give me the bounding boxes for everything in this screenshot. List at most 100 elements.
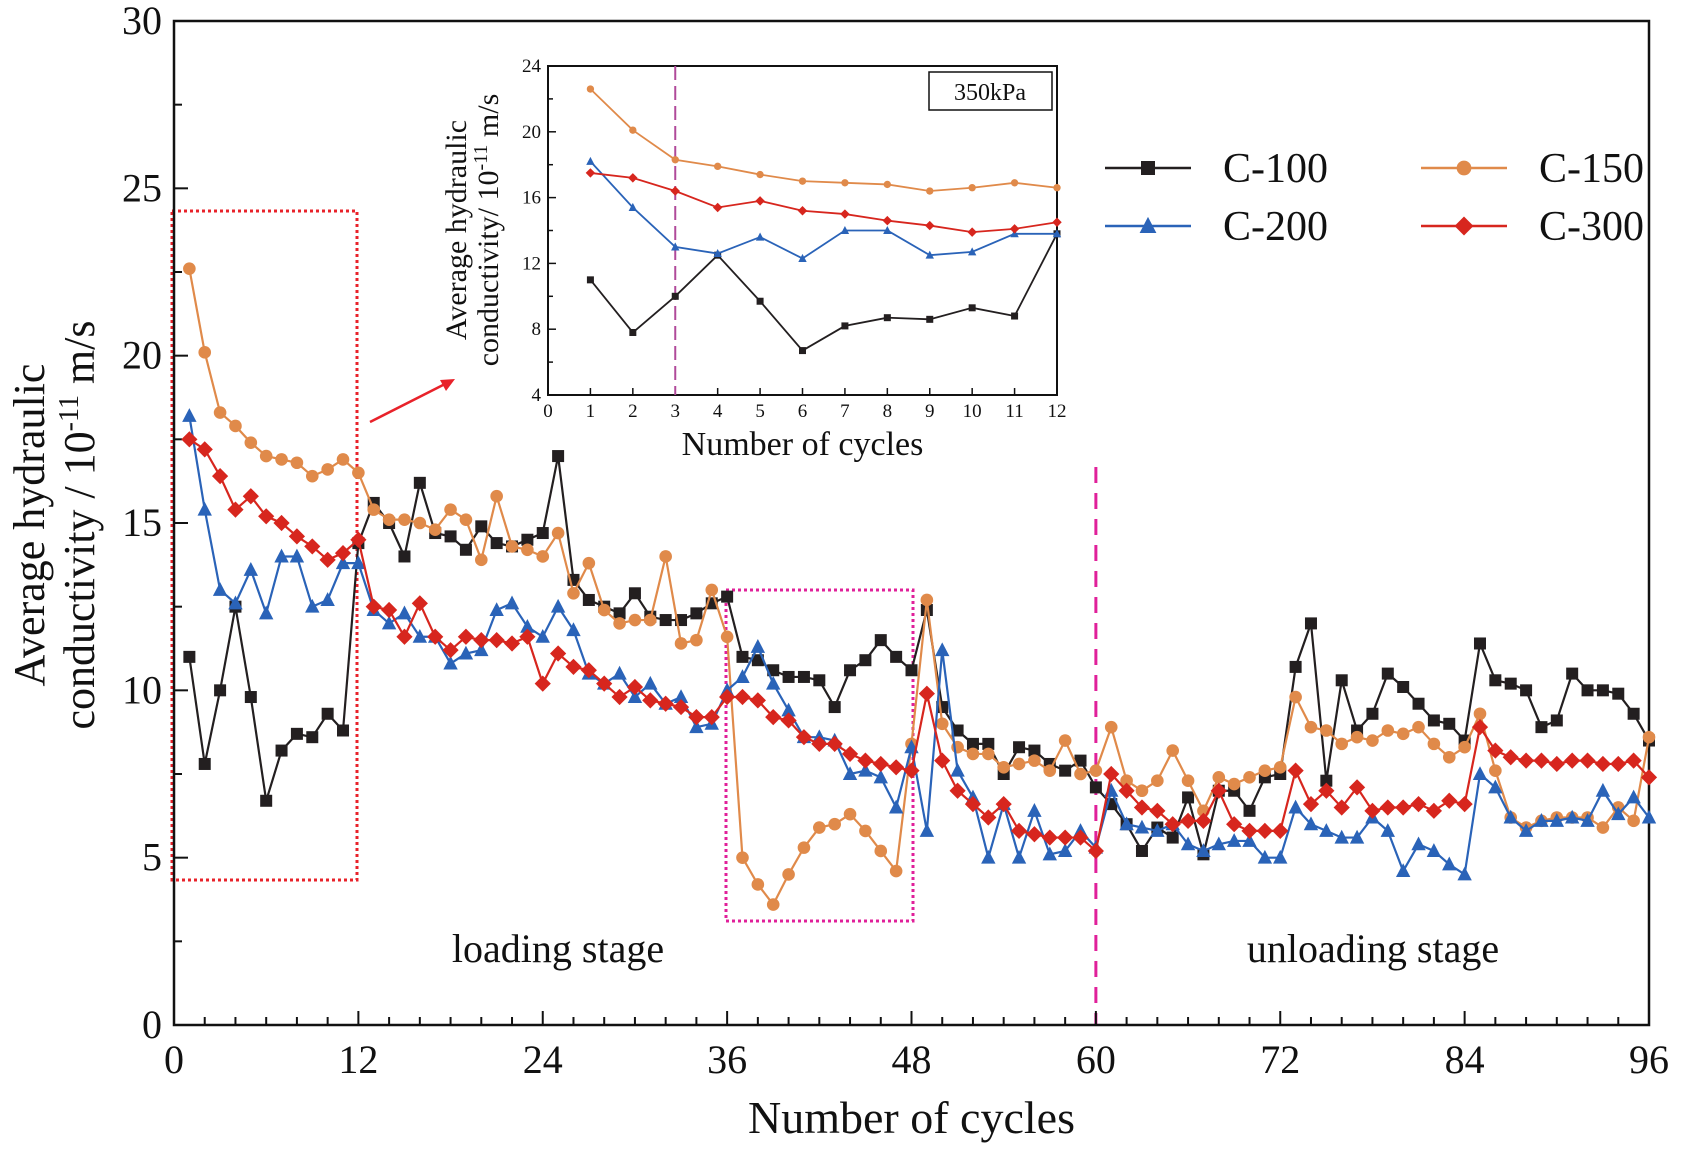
data-point-c-100 xyxy=(1443,717,1456,730)
data-point-c-100 xyxy=(1489,674,1502,687)
data-point-c-150 xyxy=(1166,744,1179,757)
unloading-stage-label: unloading stage xyxy=(1247,926,1499,971)
data-point-c-300 xyxy=(1241,822,1258,839)
inset-data-point-c-150 xyxy=(798,177,807,185)
data-point-c-100 xyxy=(1320,774,1333,787)
data-point-c-100 xyxy=(536,527,549,540)
inset-data-point-c-150 xyxy=(756,170,764,179)
data-point-c-100 xyxy=(1089,781,1102,794)
loading-stage-label: loading stage xyxy=(452,926,664,971)
data-point-c-100 xyxy=(275,744,288,757)
data-point-c-200 xyxy=(228,595,243,610)
data-point-c-300 xyxy=(1103,765,1120,783)
data-point-c-300 xyxy=(1026,826,1043,843)
data-point-c-300 xyxy=(1579,752,1596,769)
data-point-c-200 xyxy=(305,598,320,613)
data-point-c-150 xyxy=(444,503,457,516)
data-point-c-300 xyxy=(672,698,690,716)
inset-pressure-label: 350kPa xyxy=(954,80,1026,106)
data-point-c-100 xyxy=(628,587,641,600)
data-point-c-200 xyxy=(1150,823,1165,837)
data-point-c-200 xyxy=(1488,779,1503,794)
data-point-c-100 xyxy=(951,724,964,737)
data-point-c-100 xyxy=(444,530,457,543)
inset-y-axis-label-text: conductivity/ 10 xyxy=(472,170,505,366)
data-point-c-200 xyxy=(919,823,935,837)
data-point-c-150 xyxy=(474,553,488,567)
inset-data-point-c-200 xyxy=(755,232,765,241)
data-point-c-150 xyxy=(1627,814,1640,828)
data-point-c-300 xyxy=(626,678,644,696)
data-point-c-200 xyxy=(1564,809,1580,824)
inset-data-point-c-200 xyxy=(798,253,807,262)
data-point-c-200 xyxy=(274,548,289,563)
data-point-c-150 xyxy=(674,637,688,650)
data-point-c-200 xyxy=(735,669,750,683)
data-point-c-100 xyxy=(260,794,273,807)
data-point-c-150 xyxy=(290,456,304,470)
data-point-c-100 xyxy=(828,701,841,714)
inset-y-tick-label: 16 xyxy=(522,188,541,209)
data-point-c-150 xyxy=(935,717,949,731)
data-point-c-200 xyxy=(1611,806,1626,821)
inset-data-point-c-200 xyxy=(840,225,850,234)
inset-data-point-c-100 xyxy=(586,276,594,284)
data-point-c-300 xyxy=(1133,799,1151,816)
data-point-c-200 xyxy=(1242,833,1257,847)
data-point-c-300 xyxy=(811,735,828,752)
data-point-c-200 xyxy=(520,618,535,633)
data-point-c-150 xyxy=(1473,707,1487,721)
data-point-c-150 xyxy=(183,262,196,275)
data-point-c-200 xyxy=(689,719,704,734)
data-point-c-300 xyxy=(980,809,997,826)
data-point-c-100 xyxy=(1243,804,1256,817)
data-point-c-200 xyxy=(1334,829,1349,844)
data-point-c-100 xyxy=(337,724,350,737)
data-point-c-100 xyxy=(905,664,918,677)
data-point-c-200 xyxy=(1319,823,1334,837)
inset-y-tick-label: 20 xyxy=(522,122,541,143)
data-point-c-150 xyxy=(1289,690,1302,704)
data-point-c-100 xyxy=(1412,697,1425,710)
inset-data-point-c-100 xyxy=(883,314,891,322)
data-point-c-200 xyxy=(1119,816,1134,831)
legend-label: C-150 xyxy=(1539,146,1644,192)
data-point-c-150 xyxy=(1304,720,1318,734)
data-point-c-100 xyxy=(521,533,534,546)
data-point-c-200 xyxy=(1580,813,1595,827)
inset-data-point-c-150 xyxy=(883,180,892,189)
data-point-c-100 xyxy=(1596,684,1609,697)
y-tick-label: 10 xyxy=(122,667,162,712)
inset-data-point-c-100 xyxy=(756,297,764,305)
inset-x-tick-label: 2 xyxy=(628,401,638,422)
data-point-c-100 xyxy=(1289,660,1302,673)
inset-y-tick-label: 12 xyxy=(522,253,541,274)
legend-marker xyxy=(1454,216,1474,236)
data-point-c-200 xyxy=(1472,766,1488,780)
inset-data-point-c-300 xyxy=(797,206,808,216)
data-point-c-200 xyxy=(489,602,504,617)
data-point-c-300 xyxy=(1364,802,1381,819)
inset-data-point-c-150 xyxy=(926,187,934,195)
data-point-c-300 xyxy=(1118,782,1135,799)
data-point-c-200 xyxy=(750,639,766,653)
data-point-c-150 xyxy=(1089,764,1103,777)
data-point-c-300 xyxy=(1395,799,1412,816)
data-point-c-200 xyxy=(1134,819,1150,834)
data-point-c-200 xyxy=(1626,789,1641,804)
y-axis-label-exponent: -11 xyxy=(54,395,85,431)
data-point-c-300 xyxy=(1348,779,1366,796)
data-point-c-150 xyxy=(1258,764,1272,777)
data-point-c-100 xyxy=(1028,744,1041,757)
data-point-c-100 xyxy=(1059,764,1072,777)
inset-data-point-c-300 xyxy=(712,202,723,213)
data-point-c-300 xyxy=(1379,799,1396,816)
inset-data-point-c-150 xyxy=(671,156,679,164)
data-point-c-150 xyxy=(613,617,626,630)
data-point-c-300 xyxy=(734,688,751,706)
data-point-c-300 xyxy=(1010,822,1028,839)
data-point-c-300 xyxy=(1179,812,1197,829)
data-point-c-150 xyxy=(1366,734,1379,747)
data-point-c-200 xyxy=(842,766,858,780)
